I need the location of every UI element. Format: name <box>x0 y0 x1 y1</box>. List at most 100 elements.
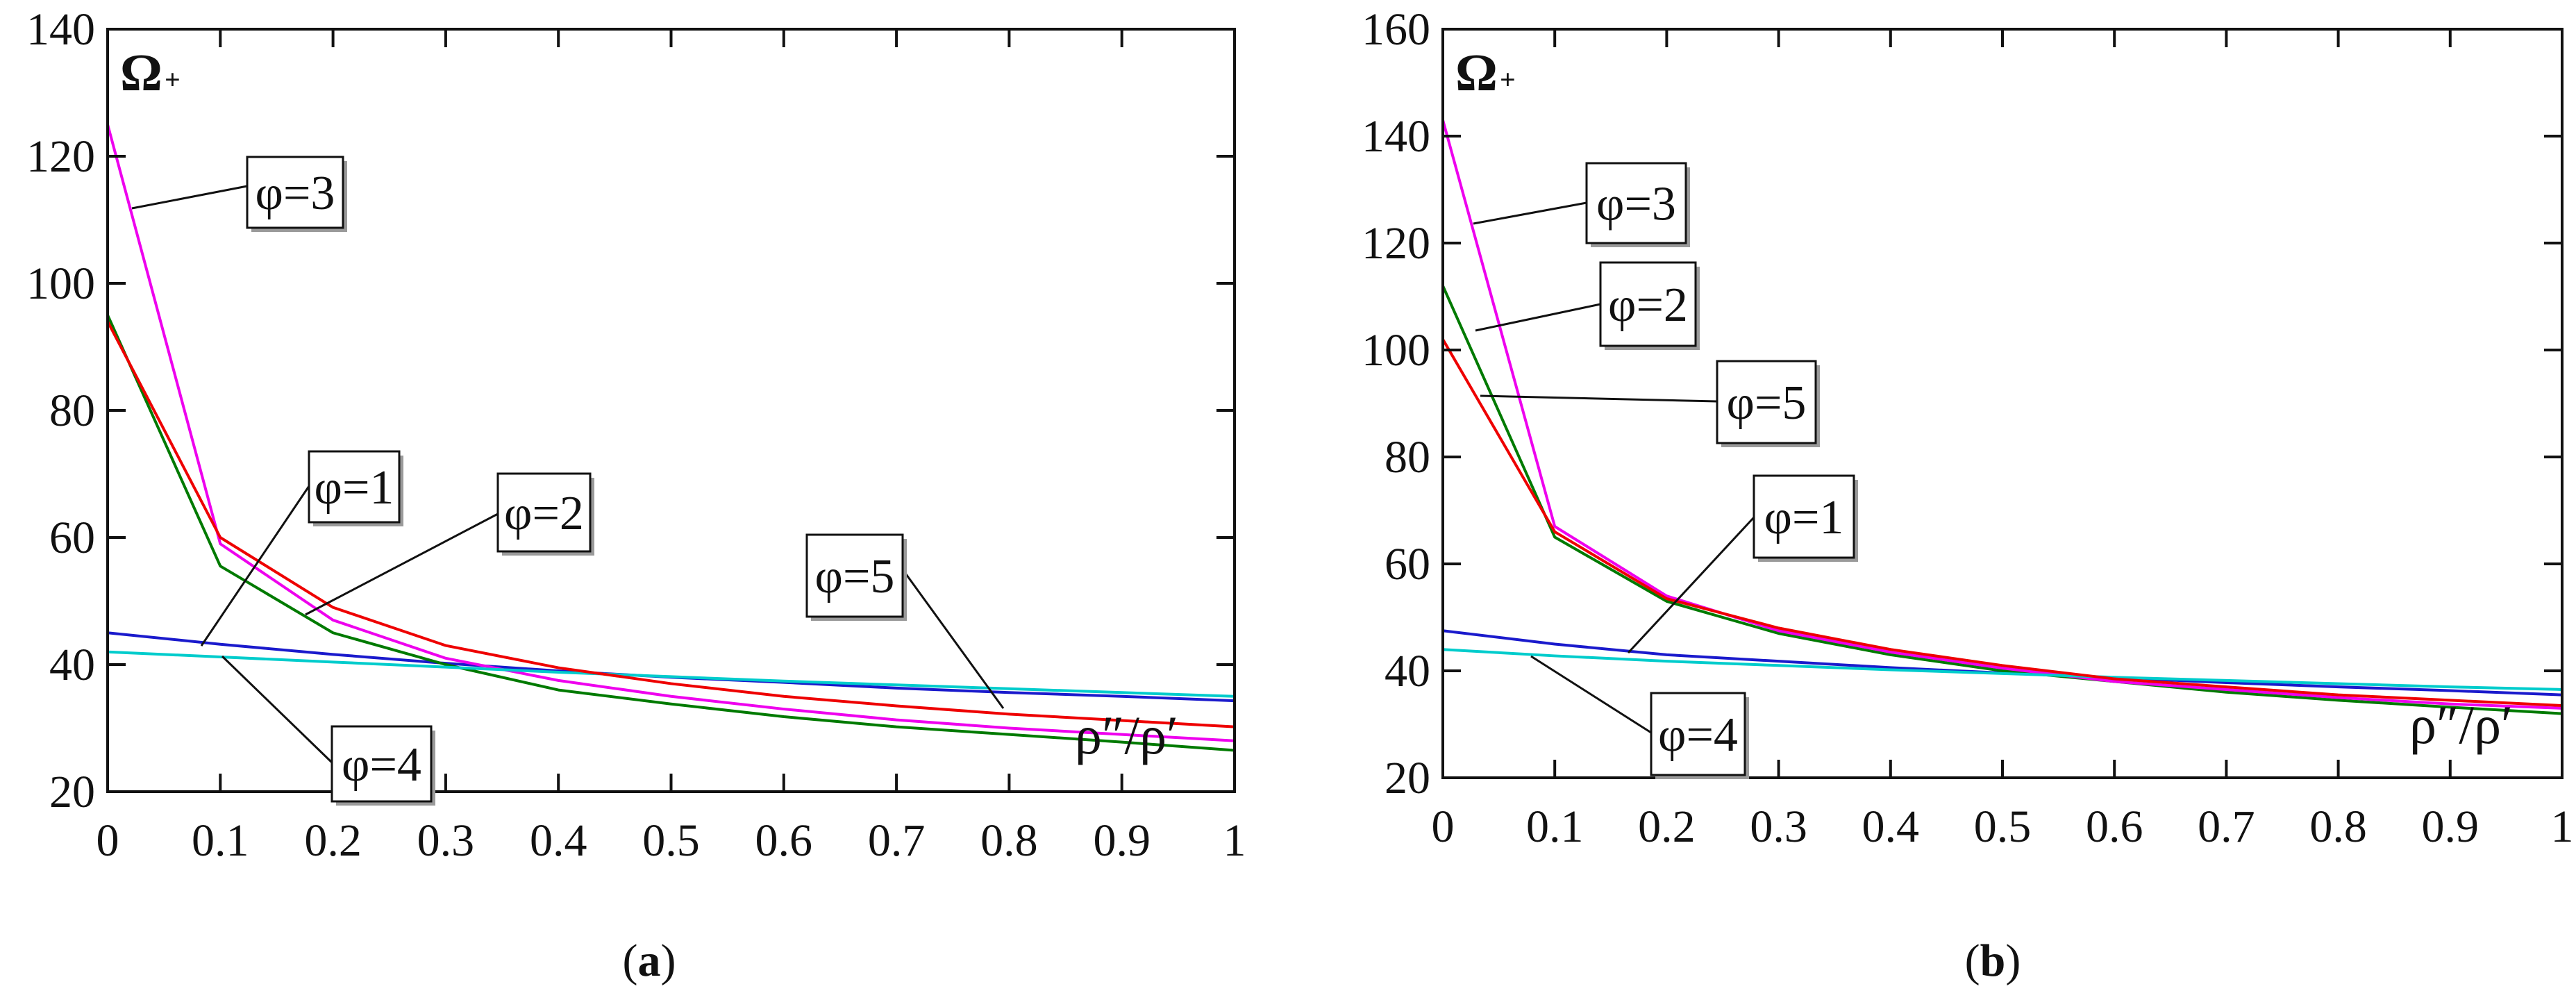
y-axis-label: Ω <box>120 44 162 102</box>
y-tick-label: 100 <box>26 258 95 309</box>
y-tick-label: 40 <box>49 640 95 690</box>
panel-caption: (b) <box>1965 935 2021 986</box>
x-tick-label: 0.3 <box>417 815 475 866</box>
x-tick-label: 0.7 <box>2198 801 2255 852</box>
x-axis-label: ρ″/ρ′ <box>1075 705 1178 765</box>
callout-leader <box>1530 655 1652 734</box>
callout-label: φ=2 <box>1608 278 1688 332</box>
callout-box <box>1599 261 1697 347</box>
callout-box <box>246 156 344 229</box>
callout-label: φ=3 <box>256 167 335 220</box>
callout-5: φ=4 <box>221 655 435 806</box>
x-tick-label: 1 <box>1223 815 1246 866</box>
callout-box <box>805 533 904 618</box>
callout-leader <box>1473 201 1587 225</box>
y-axis-label: Ω <box>1455 44 1498 102</box>
callout-leader <box>221 655 333 764</box>
caption-letter: b <box>1980 935 2006 986</box>
x-tick-label: 0.4 <box>530 815 587 866</box>
x-tick-label: 0.9 <box>2422 801 2479 852</box>
x-tick-label: 0.6 <box>2086 801 2143 852</box>
x-axis-label: ρ″/ρ′ <box>2409 694 2513 755</box>
callout-3: φ=5 <box>1480 360 1820 447</box>
series-line-3 <box>1443 119 2562 710</box>
callout-label: φ=1 <box>1764 491 1844 544</box>
y-tick-label: 80 <box>49 385 95 436</box>
callout-label: φ=2 <box>504 487 584 540</box>
x-tick-label: 0.7 <box>868 815 926 866</box>
callout-1: φ=3 <box>131 156 347 232</box>
callout-box <box>496 472 592 553</box>
caption-open: ( <box>623 935 638 986</box>
panel-caption: (a) <box>623 935 676 986</box>
y-tick-label: 120 <box>1362 218 1430 269</box>
series-group <box>108 124 1235 752</box>
series-line-5 <box>1443 338 2562 708</box>
callout-label: φ=4 <box>342 738 421 792</box>
y-tick-label: 20 <box>49 767 95 817</box>
caption-open: ( <box>1965 935 1980 986</box>
y-tick-label: 120 <box>26 131 95 182</box>
callout-box <box>308 450 401 524</box>
y-tick-label: 60 <box>49 512 95 563</box>
chart-panel-b: 20 40 60 80 100 120 140 160 0 0.1 0.2 0.3 0.4 0.5 0.6 0… <box>1362 4 2574 986</box>
x-tick-label: 0.6 <box>755 815 813 866</box>
y-axis-label-sub: + <box>165 64 181 95</box>
callout-label: φ=1 <box>315 461 394 515</box>
x-tick-label: 0.2 <box>304 815 362 866</box>
callout-label: φ=5 <box>1727 376 1807 430</box>
callout-box <box>1716 360 1817 444</box>
series-line-5 <box>108 320 1235 728</box>
callout-2: φ=1 <box>200 450 403 647</box>
y-tick-label: 140 <box>26 4 95 55</box>
series-line-2 <box>1443 285 2562 715</box>
callout-leader <box>1475 303 1601 332</box>
x-tick-label: 0 <box>1432 801 1455 852</box>
callout-leader <box>901 569 1005 709</box>
x-tick-label: 0.5 <box>1974 801 2032 852</box>
callout-4: φ=5 <box>805 533 1005 709</box>
caption-close: ) <box>2005 935 2021 986</box>
callout-1: φ=3 <box>1473 162 1690 247</box>
x-tick-label: 0.8 <box>2309 801 2367 852</box>
callout-5: φ=4 <box>1530 655 1749 779</box>
y-tick-label: 160 <box>1362 4 1430 55</box>
callout-box <box>1585 162 1687 244</box>
y-tick-label: 60 <box>1385 539 1430 590</box>
x-tick-label: 0.2 <box>1638 801 1696 852</box>
callout-leader <box>200 485 310 647</box>
y-tick-label: 100 <box>1362 325 1430 376</box>
x-tick-label: 0.4 <box>1862 801 1920 852</box>
callout-leader <box>131 185 248 210</box>
callout-4: φ=1 <box>1627 474 1858 654</box>
x-tick-label: 0.1 <box>1526 801 1584 852</box>
callout-label: φ=5 <box>815 550 895 603</box>
x-tick-label: 0.5 <box>642 815 700 866</box>
series-line-2 <box>108 314 1235 752</box>
caption-close: ) <box>661 935 676 986</box>
y-tick-label: 40 <box>1385 646 1430 697</box>
series-line-3 <box>108 124 1235 742</box>
callout-2: φ=2 <box>1475 261 1700 350</box>
y-tick-label: 80 <box>1385 432 1430 483</box>
x-tick-label: 0.1 <box>192 815 249 866</box>
callout-leader <box>1480 394 1718 403</box>
caption-letter: a <box>638 935 661 986</box>
callout-label: φ=4 <box>1658 708 1738 762</box>
series-line-4 <box>1443 648 2562 691</box>
x-tick-label: 0.9 <box>1093 815 1151 866</box>
callout-3: φ=2 <box>305 472 594 616</box>
series-group <box>1443 119 2562 715</box>
y-tick-label: 20 <box>1385 753 1430 803</box>
callout-box <box>1753 474 1855 559</box>
series-line-4 <box>108 650 1235 698</box>
y-tick-label: 140 <box>1362 111 1430 162</box>
x-tick-label: 0.3 <box>1750 801 1807 852</box>
x-tick-label: 0 <box>97 815 119 866</box>
x-tick-label: 1 <box>2551 801 2574 852</box>
callout-leader <box>305 512 499 616</box>
callout-box <box>1650 692 1746 776</box>
chart-panel-a: 20 40 60 80 100 120 140 0 0.1 0.2 0.3 0.4 0.5 0.6 0.7 0… <box>26 4 1246 986</box>
callout-box <box>331 725 433 803</box>
